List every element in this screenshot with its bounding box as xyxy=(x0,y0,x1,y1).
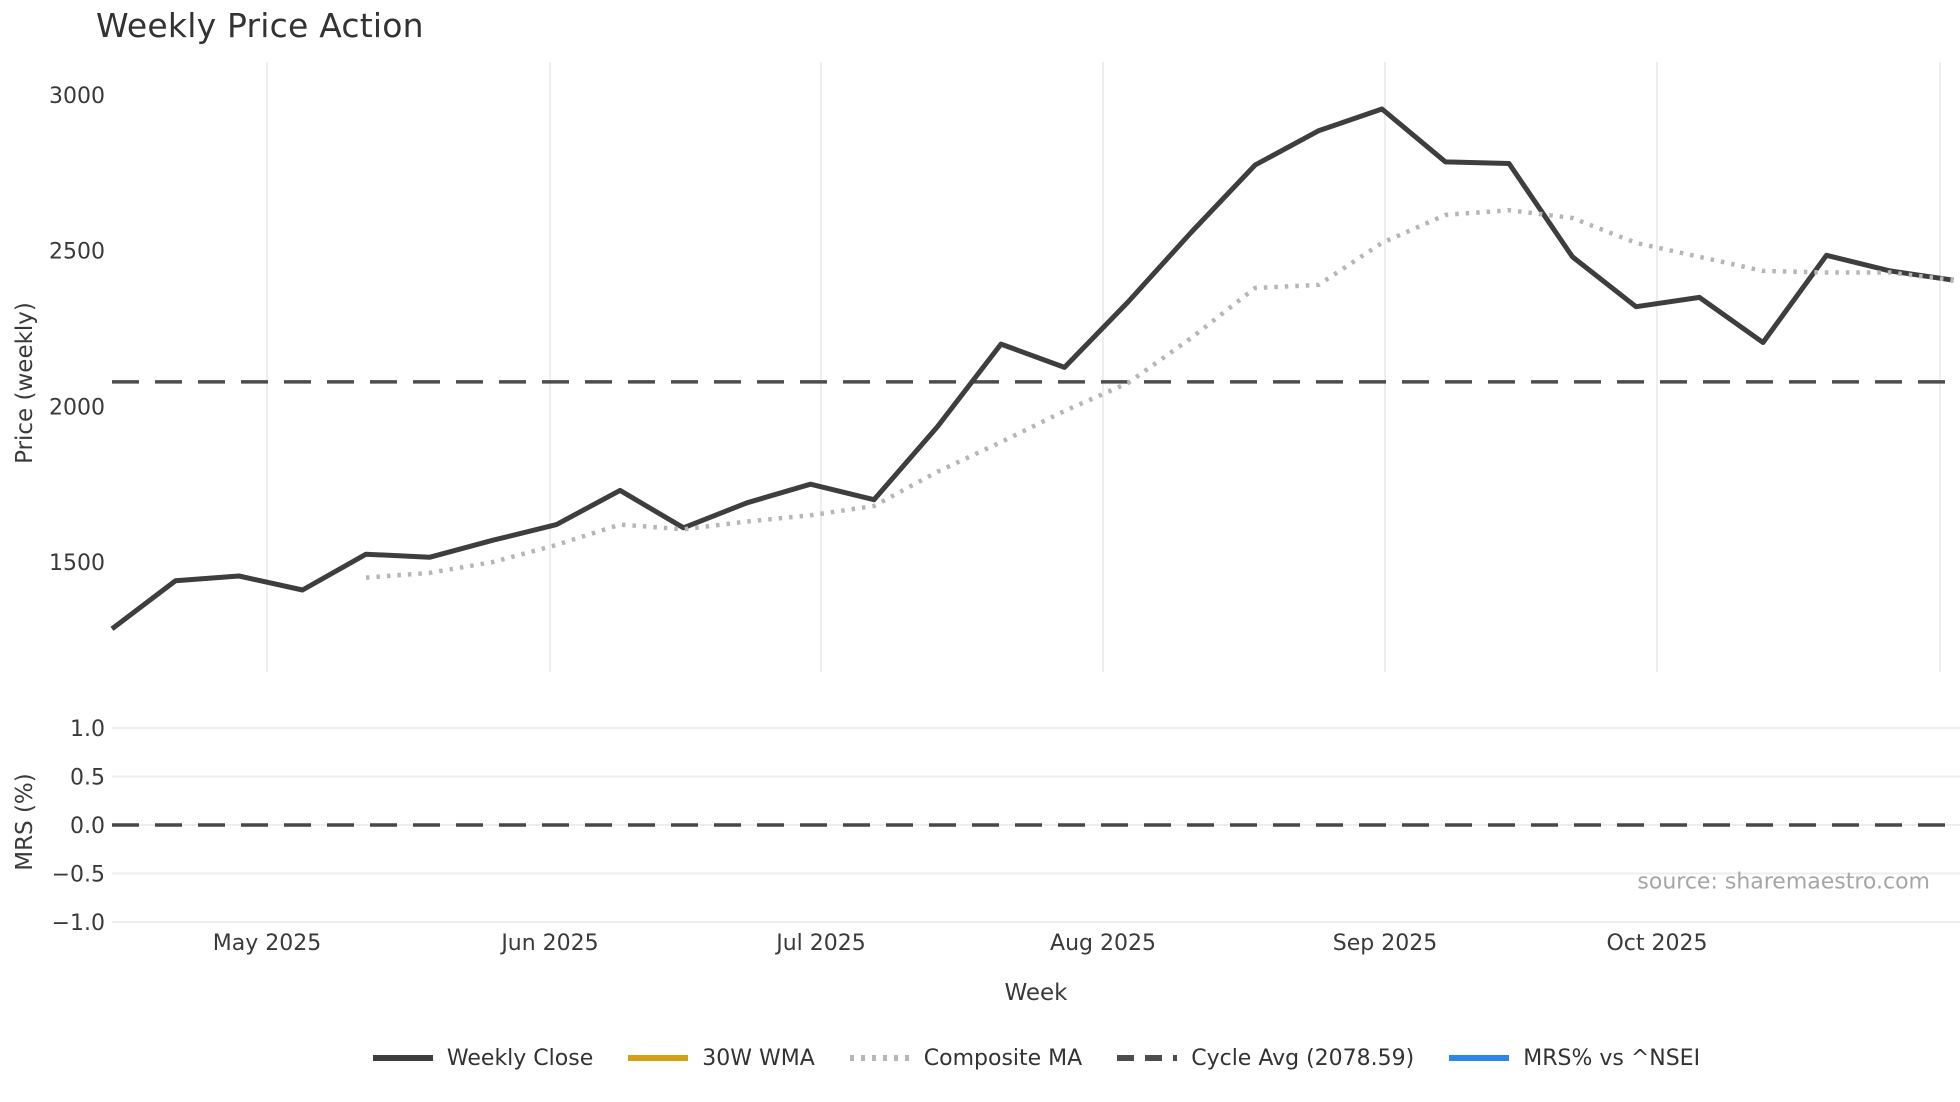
x-tick-label: Sep 2025 xyxy=(1333,931,1437,956)
mrs-tick-label: 1.0 xyxy=(70,717,105,742)
x-tick-label: Jul 2025 xyxy=(774,931,866,956)
legend-label: 30W WMA xyxy=(702,1045,815,1071)
legend-swatch xyxy=(849,1055,910,1061)
price-tick-label: 2000 xyxy=(49,395,105,420)
legend-label: MRS% vs ^NSEI xyxy=(1523,1045,1701,1071)
legend-swatch xyxy=(628,1055,689,1061)
x-tick-label: Aug 2025 xyxy=(1050,931,1156,956)
legend: Weekly Close 30W WMA Composite MA Cycle Avg… xyxy=(112,1040,1960,1076)
x-axis-label: Week xyxy=(1004,980,1068,1006)
legend-label: Weekly Close xyxy=(446,1045,594,1071)
source-note: source: sharemaestro.com xyxy=(1637,869,1930,895)
mrs-tick-label: −1.0 xyxy=(52,911,105,936)
series-weekly-close xyxy=(110,106,1954,631)
x-tick-label: Oct 2025 xyxy=(1606,931,1707,956)
price-tick-label: 3000 xyxy=(49,84,105,109)
legend-item-mrs-vs-nsei: MRS% vs ^NSEI xyxy=(1448,1046,1700,1071)
legend-swatch xyxy=(1449,1055,1510,1061)
legend-swatch xyxy=(1117,1055,1178,1061)
price-tick-label: 1500 xyxy=(49,551,105,576)
mrs-tick-label: −0.5 xyxy=(52,863,105,888)
mrs-tick-label: 0.5 xyxy=(70,766,105,791)
legend-item-composite-ma: Composite MA xyxy=(849,1046,1082,1071)
chart-title: Weekly Price Action xyxy=(96,6,424,45)
price-tick-label: 2500 xyxy=(49,240,105,265)
legend-label: Composite MA xyxy=(923,1045,1083,1071)
legend-label: Cycle Avg (2078.59) xyxy=(1191,1045,1415,1071)
legend-item-30w-wma: 30W WMA xyxy=(627,1046,815,1071)
legend-item-cycle-avg-2078-59-: Cycle Avg (2078.59) xyxy=(1116,1046,1414,1071)
x-tick-label: Jun 2025 xyxy=(499,931,598,956)
legend-item-weekly-close: Weekly Close xyxy=(372,1046,593,1071)
mrs-tick-label: 0.0 xyxy=(70,814,105,839)
legend-swatch xyxy=(372,1055,433,1061)
x-tick-label: May 2025 xyxy=(213,931,321,956)
